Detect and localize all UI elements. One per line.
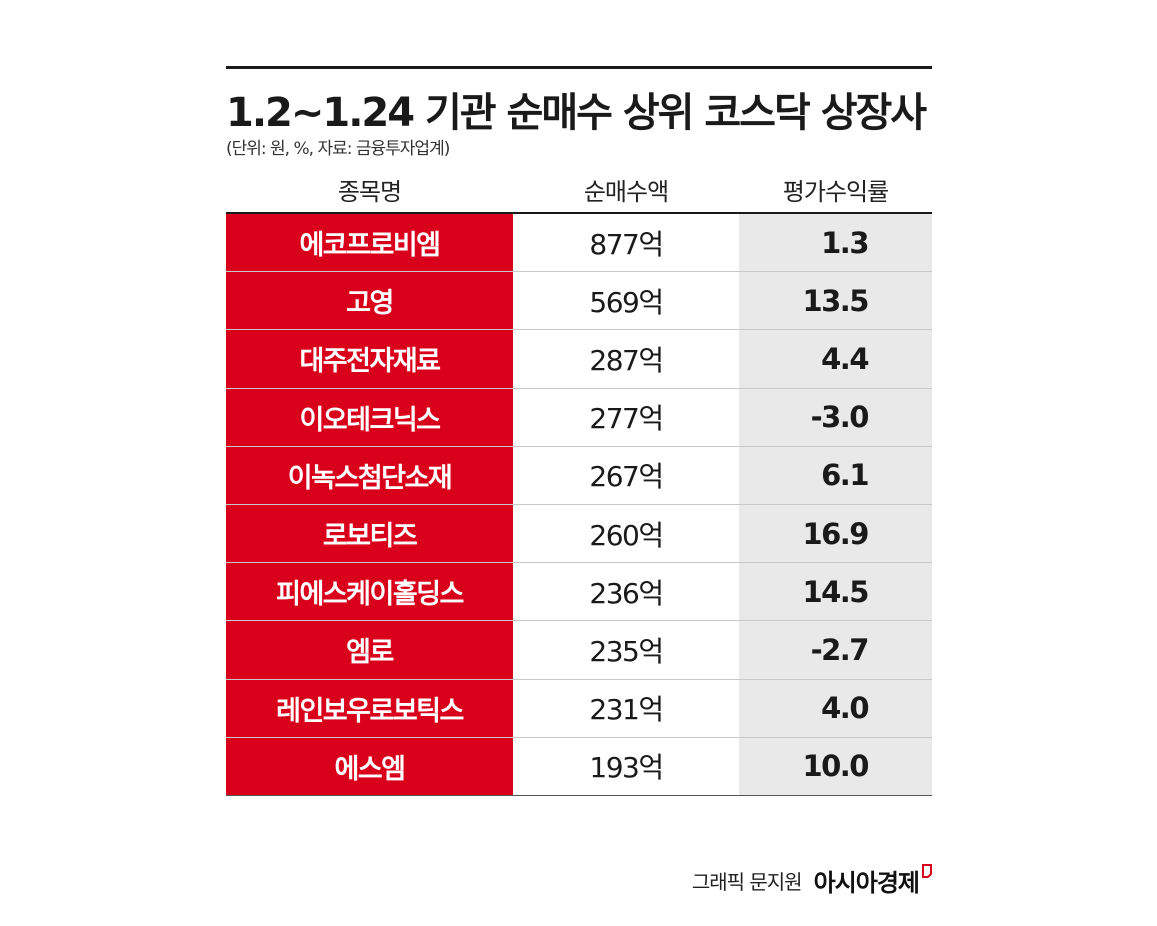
cell-company-name: 엠로 — [226, 621, 513, 679]
cell-net-buy-amount: 235억 — [589, 634, 664, 668]
cell-return-rate: 16.9 — [739, 504, 932, 563]
cell-return-rate: 13.5 — [739, 272, 932, 330]
cell-net-buy-amount: 193억 — [589, 751, 664, 785]
column-header-name: 종목명 — [337, 178, 402, 206]
table-row: 에코프로비엠 877억 1.3 — [226, 214, 932, 273]
cell-net-buy-amount: 277억 — [589, 402, 664, 436]
cell-net-buy-amount: 267억 — [589, 460, 664, 494]
cell-return-rate: 4.4 — [739, 330, 932, 388]
cell-company-name: 에코프로비엠 — [226, 214, 513, 272]
top-rule — [226, 66, 932, 69]
cell-return-rate: 1.3 — [739, 214, 932, 272]
cell-return-rate: 6.1 — [739, 446, 932, 504]
cell-net-buy-amount: 287억 — [589, 343, 664, 377]
cell-net-buy-amount: 877억 — [589, 227, 664, 261]
column-header-amount: 순매수액 — [583, 178, 669, 206]
cell-company-name: 이오테크닉스 — [226, 388, 513, 446]
table-row: 이오테크닉스 277억 -3.0 — [226, 388, 932, 447]
table-row: 엠로 235억 -2.7 — [226, 621, 932, 680]
table-row: 로보티즈 260억 16.9 — [226, 504, 932, 564]
table-row: 피에스케이홀딩스 236억 14.5 — [226, 563, 932, 622]
cell-net-buy-amount: 569억 — [589, 285, 664, 319]
cell-net-buy-amount: 260억 — [589, 518, 664, 552]
table-header: 종목명 순매수액 평가수익률 — [226, 168, 932, 212]
table-row: 대주전자재료 287억 4.4 — [226, 330, 932, 389]
header-rule — [226, 212, 932, 214]
cell-company-name: 로보티즈 — [226, 504, 513, 563]
cell-company-name: 피에스케이홀딩스 — [226, 563, 513, 621]
credit: 그래픽 문지원 아시아경제 — [620, 862, 932, 898]
cell-return-rate: -2.7 — [739, 621, 932, 679]
cell-return-rate: 14.5 — [739, 563, 932, 621]
table-row: 레인보우로보틱스 231억 4.0 — [226, 679, 932, 738]
table-row: 고영 569억 13.5 — [226, 272, 932, 331]
cell-company-name: 고영 — [226, 272, 513, 330]
table-body: 에코프로비엠 877억 1.3 고영 569억 13.5 대주전자재료 287억 4.4 이오테크… — [226, 214, 932, 796]
cell-company-name: 레인보우로보틱스 — [226, 679, 513, 737]
publisher-logo: 아시아경제 — [813, 868, 920, 897]
cell-company-name: 대주전자재료 — [226, 330, 513, 388]
cell-net-buy-amount: 236억 — [589, 576, 664, 610]
cell-return-rate: 10.0 — [739, 737, 932, 795]
credit-text: 그래픽 문지원 — [691, 869, 803, 894]
cell-net-buy-amount: 231억 — [589, 693, 664, 727]
chart-title: 1.2~1.24 기관 순매수 상위 코스닥 상장사 — [226, 90, 927, 136]
cell-company-name: 에스엠 — [226, 737, 513, 795]
chart-subtitle: (단위: 원, %, 자료: 금융투자업계) — [226, 139, 450, 159]
table-row: 에스엠 193억 10.0 — [226, 737, 932, 796]
cell-return-rate: -3.0 — [739, 388, 932, 446]
cell-company-name: 이녹스첨단소재 — [226, 446, 513, 504]
table-row: 이녹스첨단소재 267억 6.1 — [226, 446, 932, 505]
column-header-return: 평가수익률 — [782, 178, 889, 206]
cell-return-rate: 4.0 — [739, 679, 932, 737]
logo-mark-icon — [922, 864, 932, 878]
